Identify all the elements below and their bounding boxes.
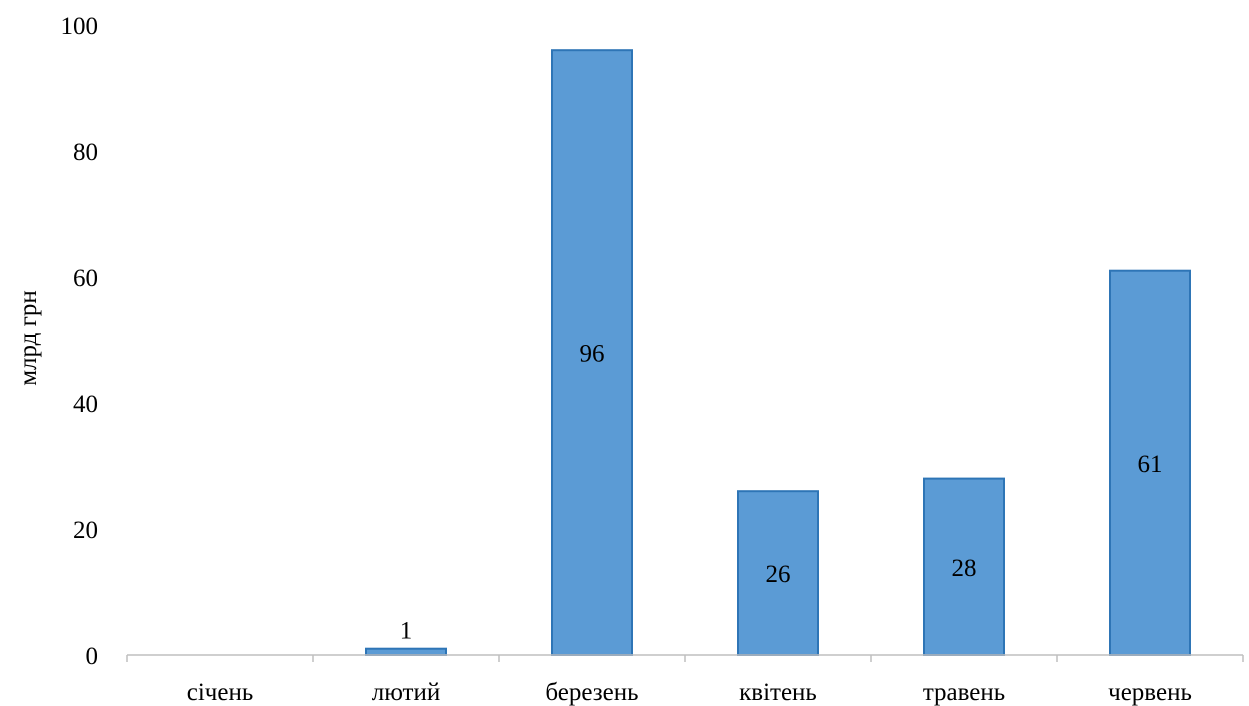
- y-axis-title: млрд грн: [15, 290, 42, 386]
- data-label: 61: [1138, 451, 1163, 478]
- bar: [923, 477, 1005, 656]
- x-axis-ticks: [126, 655, 1244, 662]
- y-tick-label: 60: [73, 265, 98, 292]
- y-axis-ticks: 0 20 40 60 80 100: [61, 13, 99, 670]
- y-tick-label: 100: [61, 13, 99, 40]
- data-label: 26: [766, 561, 791, 588]
- bar: [1109, 269, 1191, 656]
- data-label: 28: [952, 555, 977, 582]
- data-label: 96: [580, 341, 605, 368]
- x-category-label: лютий: [372, 679, 441, 706]
- bar: [551, 49, 633, 656]
- x-axis-category-labels: січень лютий березень квітень травень червень: [187, 679, 1192, 706]
- y-tick-label: 0: [86, 643, 99, 670]
- x-category-label: травень: [923, 679, 1005, 706]
- y-tick-label: 80: [73, 139, 98, 166]
- x-category-label: червень: [1108, 679, 1192, 706]
- bar: [365, 647, 447, 657]
- y-tick-label: 20: [73, 517, 98, 544]
- bar-series: [365, 49, 1191, 657]
- y-tick-label: 40: [73, 391, 98, 418]
- x-category-label: березень: [545, 679, 638, 706]
- x-category-label: квітень: [739, 679, 817, 706]
- x-category-label: січень: [187, 679, 254, 706]
- data-label: 1: [400, 618, 413, 645]
- data-labels: 1 96 26 28 61: [400, 341, 1163, 645]
